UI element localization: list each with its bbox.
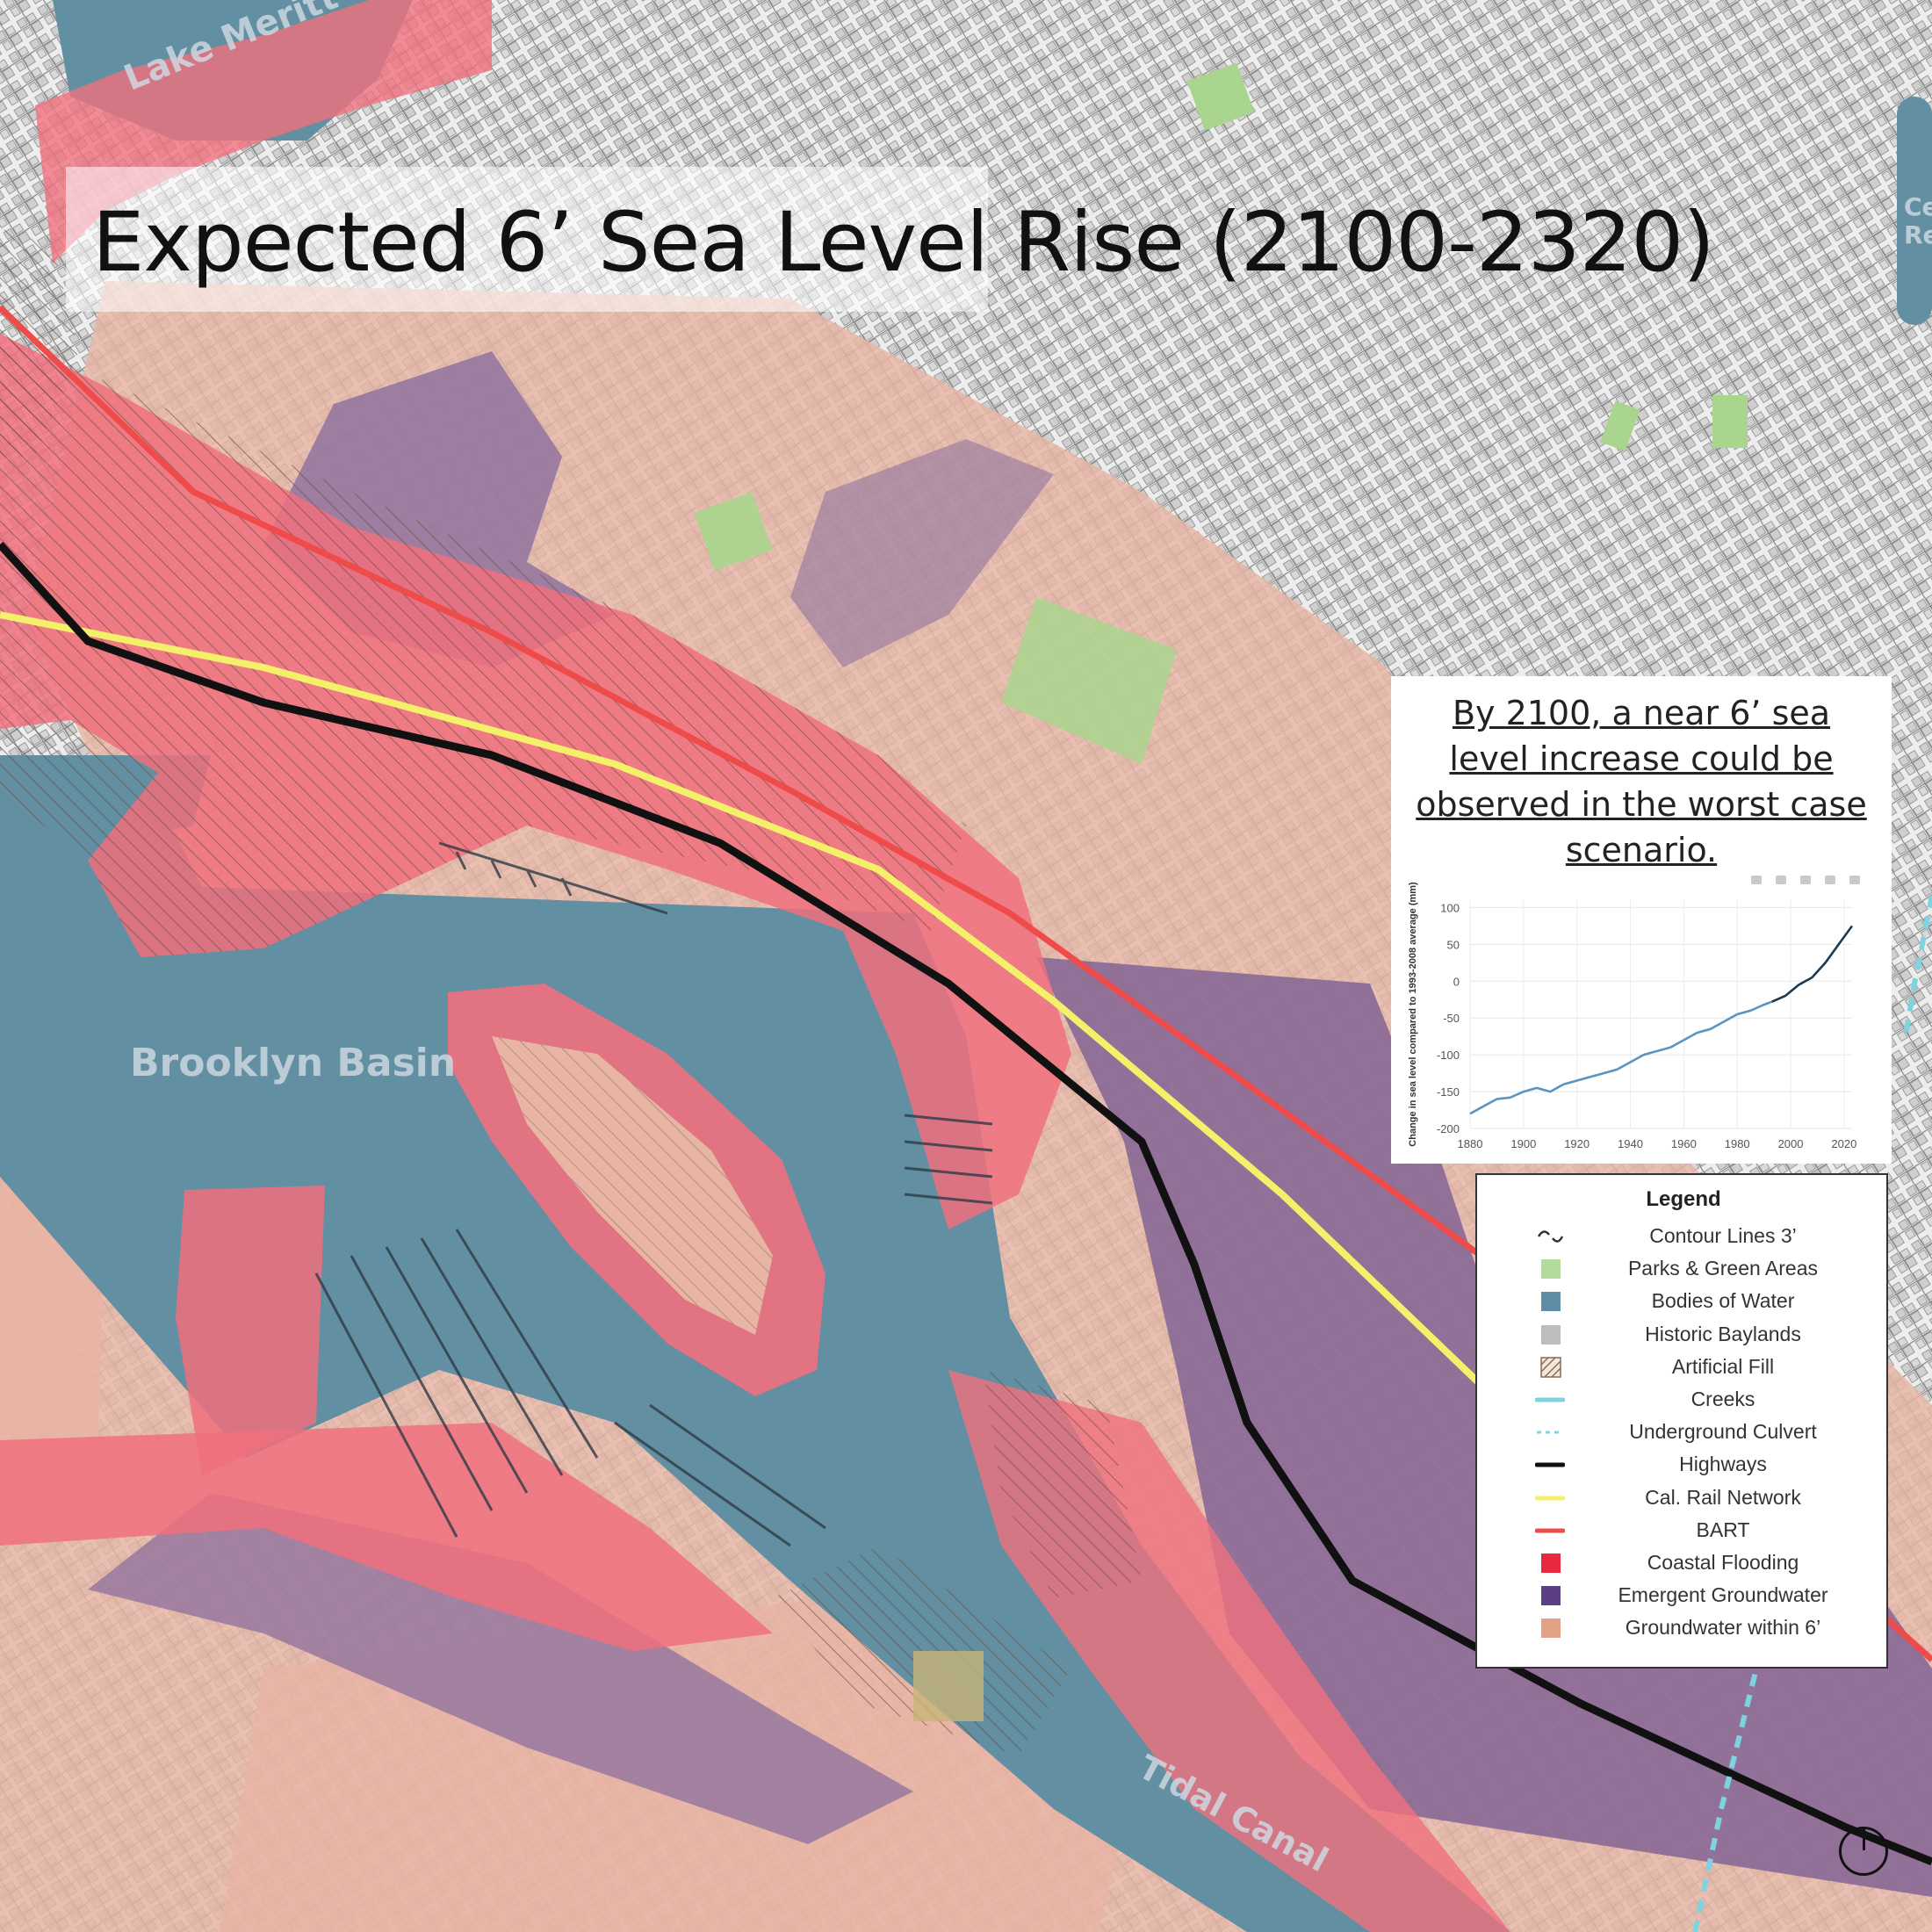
- x-tick-label: 1920: [1564, 1137, 1590, 1150]
- legend-title: Legend: [1646, 1187, 1721, 1211]
- artificial-fill-icon: [1540, 1357, 1561, 1378]
- contour-lines-icon: [1537, 1230, 1564, 1243]
- cal-rail-network-icon: [1535, 1496, 1565, 1501]
- y-tick-label: -200: [1437, 1122, 1460, 1135]
- legend-item-label: BART: [1696, 1517, 1750, 1541]
- x-tick-label: 1900: [1510, 1137, 1536, 1150]
- legend-item-label: Bodies of Water: [1651, 1289, 1795, 1313]
- y-tick-label: -150: [1437, 1085, 1460, 1099]
- underground-culvert-icon: [1537, 1431, 1563, 1434]
- legend-item: Historic Baylands: [1477, 1319, 1890, 1352]
- pan-icon: [1776, 876, 1786, 884]
- legend-item: Parks & Green Areas: [1477, 1253, 1890, 1286]
- legend-item-label: Underground Culvert: [1629, 1420, 1817, 1444]
- highways-icon: [1535, 1462, 1565, 1467]
- historic-baylands-icon: [1541, 1324, 1561, 1344]
- y-tick-label: 0: [1453, 975, 1460, 988]
- legend-item: Bodies of Water: [1477, 1286, 1890, 1318]
- legend-item-label: Cal. Rail Network: [1645, 1485, 1801, 1509]
- legend-item-label: Highways: [1679, 1453, 1767, 1476]
- legend-item-label: Coastal Flooding: [1647, 1551, 1799, 1574]
- legend-item: Artificial Fill: [1477, 1352, 1890, 1384]
- legend-item-label: Contour Lines 3’: [1649, 1224, 1797, 1247]
- brooklyn-basin-label: Brooklyn Basin: [130, 1041, 457, 1085]
- x-tick-label: 1940: [1618, 1137, 1643, 1150]
- y-axis-label: Change in sea level compared to 1993-200…: [1408, 882, 1418, 1147]
- creeks-icon: [1535, 1397, 1565, 1402]
- legend-item: Cal. Rail Network: [1477, 1482, 1890, 1515]
- legend-item: Contour Lines 3’: [1477, 1221, 1890, 1253]
- y-tick-label: 50: [1447, 938, 1460, 951]
- sea-level-series-line: [1469, 1000, 1773, 1115]
- y-tick-label: 100: [1440, 901, 1460, 914]
- parks-green-areas-icon: [1541, 1259, 1561, 1280]
- legend-item: Emergent Groundwater: [1477, 1580, 1890, 1612]
- legend-item-label: Artificial Fill: [1671, 1354, 1775, 1378]
- legend: Legend Contour Lines 3’ Parks & Green Are…: [1475, 1173, 1888, 1669]
- x-tick-label: 2020: [1831, 1137, 1856, 1150]
- x-tick-label: 1980: [1725, 1137, 1750, 1150]
- reservoir-label-partial: Ce Res: [1904, 192, 1932, 249]
- x-tick-label: 2000: [1778, 1137, 1804, 1150]
- legend-item: Coastal Flooding: [1477, 1547, 1890, 1580]
- emergent-groundwater-icon: [1541, 1586, 1561, 1606]
- page-title: Expected 6’ Sea Level Rise (2100-2320): [92, 195, 1715, 291]
- title-band: [66, 167, 988, 312]
- sea-level-chart: -200 -150 -100 -50 0 50 100 1880 1900 1920 1940 196…: [1408, 876, 1860, 1150]
- legend-item-label: Emergent Groundwater: [1618, 1583, 1828, 1607]
- camera-icon: [1751, 876, 1762, 884]
- bodies-of-water-icon: [1541, 1292, 1561, 1312]
- home-icon: [1849, 876, 1860, 884]
- sea-level-caption: By 2100, a near 6’ sea level increase co…: [1416, 694, 1867, 869]
- legend-item-label: Historic Baylands: [1645, 1322, 1801, 1345]
- y-tick-label: -100: [1437, 1049, 1460, 1062]
- groundwater-within-6-icon: [1541, 1618, 1561, 1639]
- sea-level-series-line: [1771, 925, 1854, 1003]
- coastal-flooding-icon: [1541, 1554, 1561, 1573]
- legend-item: Groundwater within 6’: [1477, 1612, 1890, 1645]
- legend-item-label: Parks & Green Areas: [1627, 1257, 1819, 1280]
- legend-item-label: Groundwater within 6’: [1625, 1616, 1821, 1640]
- north-arrow-icon: [1839, 1827, 1888, 1876]
- bart-icon: [1535, 1528, 1565, 1533]
- legend-item: BART: [1477, 1515, 1890, 1547]
- legend-item: Underground Culvert: [1477, 1417, 1890, 1449]
- y-tick-label: -50: [1443, 1012, 1460, 1025]
- legend-item-label: Creeks: [1690, 1388, 1755, 1410]
- legend-item: Creeks: [1477, 1384, 1890, 1417]
- sea-level-info-panel: By 2100, a near 6’ sea level increase co…: [1391, 676, 1892, 1164]
- zoom-in-icon: [1800, 876, 1811, 884]
- zoom-out-icon: [1825, 876, 1835, 884]
- legend-item: Highways: [1477, 1449, 1890, 1481]
- x-tick-label: 1960: [1671, 1137, 1697, 1150]
- x-tick-label: 1880: [1458, 1137, 1483, 1150]
